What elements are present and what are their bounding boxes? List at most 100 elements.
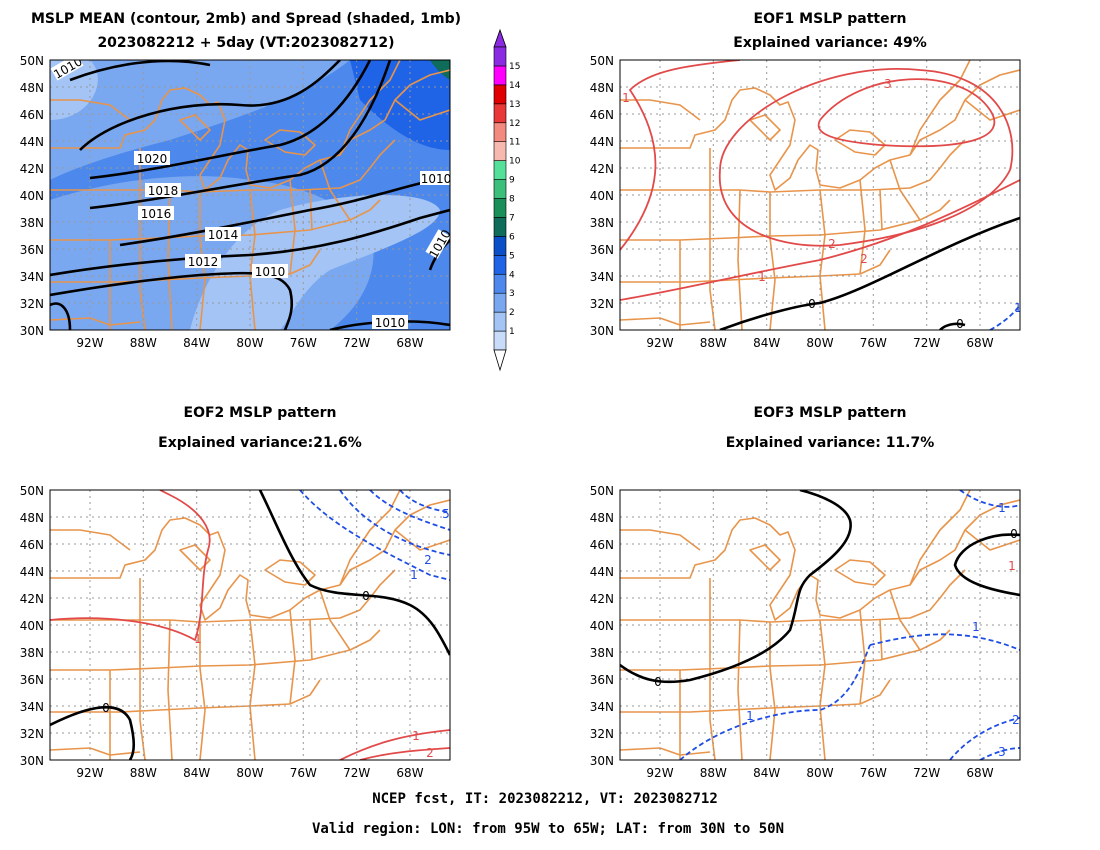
lat-label: 38N	[590, 646, 614, 660]
contour-label-1010-e2-bg	[425, 229, 450, 259]
colorbar-cell	[493, 160, 507, 180]
colorbar-label: 5	[509, 251, 515, 261]
colorbar-label: 15	[509, 62, 520, 72]
lat-label: 46N	[20, 538, 44, 552]
colorbar-label: 3	[509, 289, 515, 299]
panel-4-frame	[619, 489, 1021, 761]
lat-label: 44N	[20, 565, 44, 579]
eof3-label-0-east: 0	[1010, 527, 1018, 541]
lat-label: 32N	[590, 727, 614, 741]
lat-label: 42N	[20, 162, 44, 176]
eof1-label-2: 2	[828, 237, 836, 251]
lat-label: 32N	[20, 297, 44, 311]
contour-label-1018-bg	[145, 183, 181, 197]
eof3-label-1-east: 1	[1008, 559, 1016, 573]
eof2-contour-1-se	[339, 729, 450, 760]
colorbar-label: 7	[509, 213, 515, 223]
eof3-label-0: 0	[654, 675, 662, 689]
isobar-1020	[79, 60, 341, 151]
isobar-1010-south	[50, 271, 294, 330]
eof3-contour-neg-2	[949, 717, 1020, 760]
lon-label: 92W	[646, 336, 673, 350]
eof3-label-neg-2: 2	[1012, 713, 1020, 727]
lon-label: 68W	[396, 766, 423, 780]
lat-label: 34N	[590, 700, 614, 714]
eof1-label-0: 0	[808, 297, 816, 311]
lat-label: 46N	[20, 108, 44, 122]
eof2-contour-neg-3	[369, 490, 450, 531]
eof1-contour-2	[719, 68, 1014, 247]
colorbar-top-triangle	[493, 28, 507, 48]
lat-label: 36N	[20, 243, 44, 257]
colorbar-label: 13	[509, 100, 520, 110]
lat-label: 40N	[590, 189, 614, 203]
lon-label: 88W	[130, 766, 157, 780]
colorbar-cell	[493, 84, 507, 105]
lon-label: 92W	[76, 766, 103, 780]
isobar-1010-nw	[69, 60, 211, 82]
lat-label: 42N	[20, 592, 44, 606]
lon-label: 88W	[700, 766, 727, 780]
panel-2-title-line-1: EOF1 MSLP pattern	[754, 11, 907, 27]
colorbar-cell	[493, 217, 507, 237]
contour-label-1012: 1012	[188, 255, 219, 269]
contour-label-1012-bg	[185, 254, 221, 268]
lon-label: 80W	[236, 766, 263, 780]
colorbar-cell	[493, 198, 507, 218]
eof1-label-neg: 1	[1014, 301, 1022, 315]
lon-label: 72W	[343, 336, 370, 350]
lat-label: 44N	[20, 135, 44, 149]
eof3-label-neg-1-ne: 1	[998, 501, 1006, 515]
contour-label-1010-south: 1010	[255, 265, 286, 279]
isobar-1016	[89, 60, 392, 210]
eof2-label-neg-5: 5	[442, 507, 450, 521]
eof3-contour-0-east	[953, 533, 1020, 597]
panel-4-title-line-1: EOF3 MSLP pattern	[754, 405, 907, 421]
panel-1-title-line-1: MSLP MEAN (contour, 2mb) and Spread (sha…	[31, 11, 461, 27]
lon-label: 84W	[183, 766, 210, 780]
colorbar-label: 12	[509, 119, 520, 129]
lon-label: 68W	[966, 766, 993, 780]
eof1-contour-0	[719, 216, 1020, 330]
panel-2-lat-axis: 50N 48N 46N 44N 42N 40N 38N 36N 34N 32N …	[590, 54, 614, 338]
eof1-label-3: 3	[884, 77, 892, 91]
eof2-contour-0-sw	[50, 706, 136, 760]
lat-label: 30N	[20, 324, 44, 338]
colorbar-bottom-triangle	[493, 349, 507, 372]
lat-label: 50N	[20, 54, 44, 68]
panel-2-frame	[619, 59, 1021, 331]
lon-label: 72W	[913, 336, 940, 350]
eof1-label-1: 1	[758, 270, 766, 284]
lat-label: 34N	[20, 270, 44, 284]
panel-eof3: EOF3 MSLP pattern Explained variance: 11…	[590, 405, 1021, 780]
eof3-label-neg-3: 3	[998, 745, 1006, 759]
lat-label: 48N	[590, 511, 614, 525]
lon-label: 80W	[806, 336, 833, 350]
panel-3-lon-axis: 92W 88W 84W 80W 76W 72W 68W	[76, 766, 423, 780]
lon-label: 76W	[290, 766, 317, 780]
lat-label: 46N	[590, 538, 614, 552]
isobar-1010-sw	[50, 302, 72, 330]
panel-2-title-line-2: Explained variance: 49%	[733, 35, 926, 51]
lon-label: 84W	[753, 766, 780, 780]
colorbar-cell	[493, 103, 507, 124]
panel-1-lon-axis: 92W 88W 84W 80W 76W 72W 68W	[76, 336, 423, 350]
colorbar-label: 6	[509, 232, 515, 242]
colorbar-cell	[493, 122, 507, 142]
panel-3-title-line-1: EOF2 MSLP pattern	[184, 405, 337, 421]
colorbar-cell	[493, 273, 507, 294]
lat-label: 48N	[20, 511, 44, 525]
eof2-contour-0	[258, 490, 450, 656]
eof3-contour-neg-1-south	[679, 644, 871, 760]
lon-label: 92W	[76, 336, 103, 350]
lon-label: 80W	[806, 766, 833, 780]
eof1-label-1-west: 1	[622, 91, 630, 105]
eof2-contour-2-se	[359, 747, 450, 760]
panel-1-title-line-2: 2023082212 + 5day (VT:2023082712)	[97, 35, 394, 51]
eof1-contour-0-se	[939, 322, 966, 330]
lon-label: 92W	[646, 766, 673, 780]
isobar-1018	[89, 60, 372, 180]
contour-label-1010-east-bg	[420, 171, 450, 185]
eof2-label-0: 0	[362, 589, 370, 603]
